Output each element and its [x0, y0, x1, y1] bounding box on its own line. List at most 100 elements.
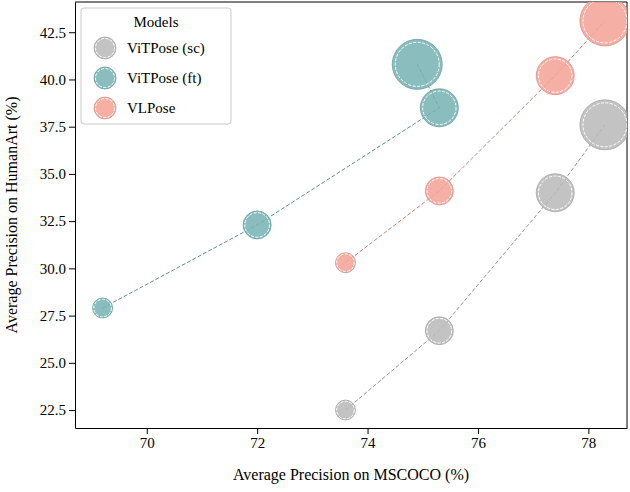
bubble — [93, 298, 113, 318]
y-tick-label: 37.5 — [40, 119, 66, 135]
x-tick-label: 70 — [140, 435, 155, 451]
bubble-ring — [423, 91, 456, 124]
y-tick-label: 42.5 — [40, 25, 66, 41]
x-axis-line — [76, 428, 628, 429]
x-tick: 70 — [140, 428, 155, 451]
bubble-ring — [539, 176, 572, 209]
bubble — [335, 400, 355, 420]
x-tick: 74 — [361, 428, 377, 451]
x-tick-mark — [147, 428, 148, 434]
legend: Models ViTPose (sc) ViTPose (ft) VLPose — [81, 8, 231, 124]
legend-marker-ring — [96, 39, 115, 58]
bubble-group — [425, 317, 453, 345]
series-line — [345, 21, 604, 263]
bubble-ring — [539, 59, 572, 92]
x-tick: 76 — [471, 428, 487, 451]
y-tick-label: 40.0 — [40, 72, 66, 88]
legend-label: ViTPose (sc) — [127, 40, 205, 57]
x-tick: 78 — [581, 428, 596, 451]
y-axis-title: Average Precision on HumanArt (%) — [3, 97, 21, 334]
bubble-ring — [245, 213, 270, 238]
x-axis-title: Average Precision on MSCOCO (%) — [233, 466, 469, 484]
bubble-group — [536, 57, 574, 95]
x-tick: 72 — [250, 428, 265, 451]
bubble-ring — [395, 42, 439, 86]
legend-marker — [94, 37, 116, 59]
y-tick: 25.0 — [40, 355, 75, 371]
y-tick: 35.0 — [40, 166, 75, 182]
bubble — [243, 211, 271, 239]
bubble-ring — [583, 2, 627, 43]
bubble-group — [580, 100, 627, 150]
y-tick-mark — [69, 79, 75, 80]
y-tick-label: 22.5 — [40, 402, 66, 418]
bubble-group — [580, 2, 627, 46]
bubble-group — [93, 298, 113, 318]
bubble — [536, 57, 574, 95]
y-tick-mark — [69, 221, 75, 222]
x-tick-mark — [588, 428, 589, 434]
y-tick: 37.5 — [40, 119, 75, 135]
bubble — [335, 253, 355, 273]
bubble-group — [335, 253, 355, 273]
bubble — [392, 39, 442, 89]
x-tick-label: 74 — [361, 435, 377, 451]
y-tick: 30.0 — [40, 261, 75, 277]
y-tick-label: 32.5 — [40, 213, 66, 229]
bubble-ring — [337, 254, 355, 272]
bubble-group — [243, 211, 271, 239]
bubble-ring — [427, 179, 452, 204]
legend-label: ViTPose (ft) — [127, 70, 202, 87]
chart: 70 72 74 76 78 22.5 25.0 27.5 30.0 32.5 35.0 37.5 40… — [0, 0, 630, 492]
bubble — [580, 2, 627, 46]
bubble-group — [425, 177, 453, 205]
x-tick-label: 72 — [250, 435, 265, 451]
bubble-group — [335, 400, 355, 420]
bubble — [420, 89, 458, 127]
y-tick: 40.0 — [40, 72, 75, 88]
y-tick-label: 30.0 — [40, 261, 66, 277]
y-tick-label: 27.5 — [40, 308, 66, 324]
series-line — [345, 125, 604, 410]
y-tick-mark — [69, 268, 75, 269]
frame-top — [75, 2, 627, 3]
legend-marker-ring — [96, 99, 115, 118]
legend-title: Models — [134, 14, 179, 30]
plot: 70 72 74 76 78 22.5 25.0 27.5 30.0 32.5 35.0 37.5 40… — [40, 0, 630, 451]
y-tick: 42.5 — [40, 25, 75, 41]
x-axis: 70 72 74 76 78 — [76, 428, 628, 451]
x-tick-mark — [257, 428, 258, 434]
y-tick-mark — [69, 174, 75, 175]
bubble — [536, 174, 574, 212]
bubble-ring — [337, 401, 355, 419]
bubble-ring — [583, 103, 627, 147]
y-axis: 22.5 25.0 27.5 30.0 32.5 35.0 37.5 40.0 42.5 — [40, 3, 76, 429]
bubble-ring — [94, 299, 112, 317]
y-axis-line — [75, 3, 76, 429]
bubble-ring — [427, 318, 452, 343]
y-tick-label: 25.0 — [40, 355, 66, 371]
y-tick-mark — [69, 316, 75, 317]
y-tick-mark — [69, 363, 75, 364]
bubble — [425, 177, 453, 205]
legend-marker — [94, 67, 116, 89]
y-tick: 32.5 — [40, 213, 75, 229]
x-tick-label: 76 — [471, 435, 487, 451]
x-tick-mark — [368, 428, 369, 434]
y-tick-mark — [69, 32, 75, 33]
frame-right — [627, 2, 628, 428]
x-tick-mark — [478, 428, 479, 434]
bubble — [425, 317, 453, 345]
x-tick-label: 78 — [581, 435, 596, 451]
bubble — [580, 100, 627, 150]
legend-box — [81, 8, 231, 124]
bubble-group — [420, 89, 458, 127]
legend-label: VLPose — [127, 100, 176, 116]
y-tick-label: 35.0 — [40, 166, 66, 182]
y-tick-mark — [69, 127, 75, 128]
legend-marker — [94, 97, 116, 119]
y-tick: 27.5 — [40, 308, 75, 324]
bubble-group — [392, 39, 442, 89]
y-tick-mark — [69, 410, 75, 411]
legend-marker-ring — [96, 69, 115, 88]
